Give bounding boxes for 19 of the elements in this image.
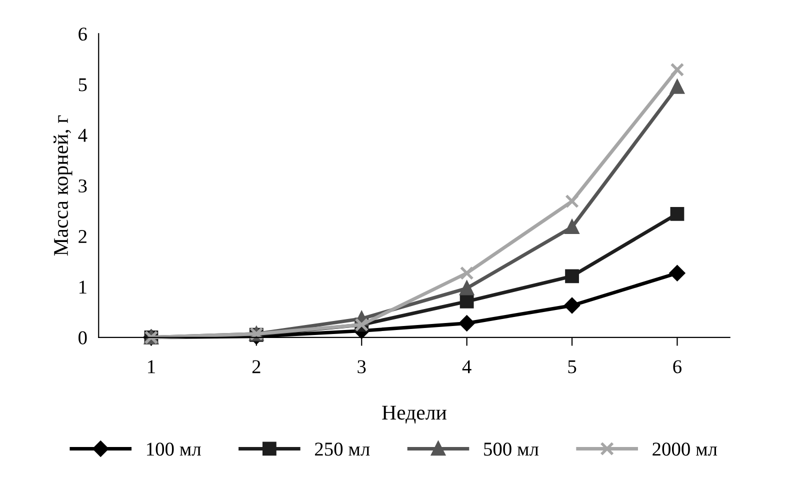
y-tick-label: 0 [78,331,87,344]
legend-label: 2000 мл [652,442,718,456]
y-tick-label: 5 [78,78,87,92]
y-tick-label: 3 [78,179,87,193]
x-axis-title: Недели [382,406,446,424]
x-tick-label: 1 [148,360,155,374]
legend-label: 100 мл [147,442,201,456]
y-axis-title: Масса корней, г [54,115,72,256]
y-tick-label: 6 [78,28,87,41]
legend-label: 250 мл [315,442,370,456]
x-tick-label: 2 [252,360,260,374]
x-tick-label: 5 [568,360,576,374]
y-tick-label: 4 [78,128,88,142]
legend-label: 500 мл [484,442,539,456]
y-tick-label: 1 [80,280,86,294]
y-tick-label: 2 [78,230,86,243]
x-tick-label: 3 [358,360,366,374]
x-tick-label: 6 [673,360,682,374]
x-tick-label: 4 [462,360,472,374]
